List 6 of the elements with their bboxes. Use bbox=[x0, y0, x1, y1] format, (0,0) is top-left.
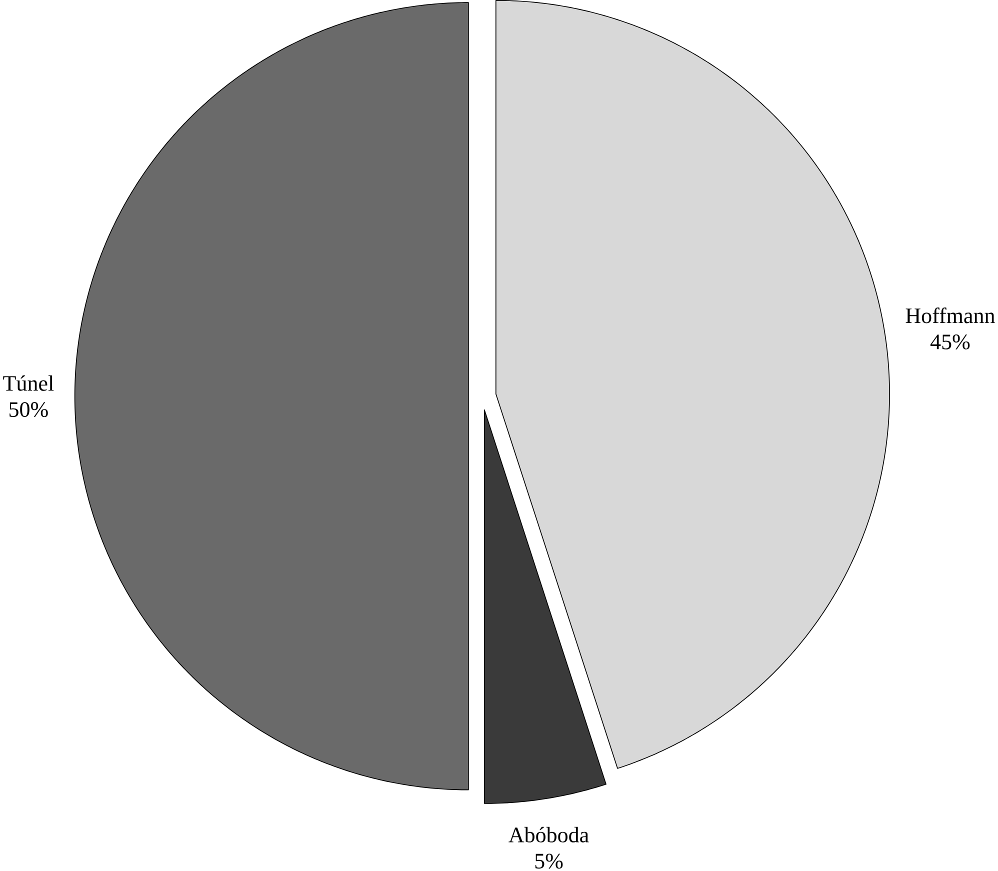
data-label: 5% bbox=[535, 854, 563, 868]
slice-label: Abóboda bbox=[508, 826, 589, 842]
data-label: 50% bbox=[10, 402, 48, 417]
slice-label: Túnel bbox=[3, 375, 54, 391]
slice-label: Hoffmann bbox=[906, 307, 995, 324]
data-label: 45% bbox=[930, 334, 970, 350]
